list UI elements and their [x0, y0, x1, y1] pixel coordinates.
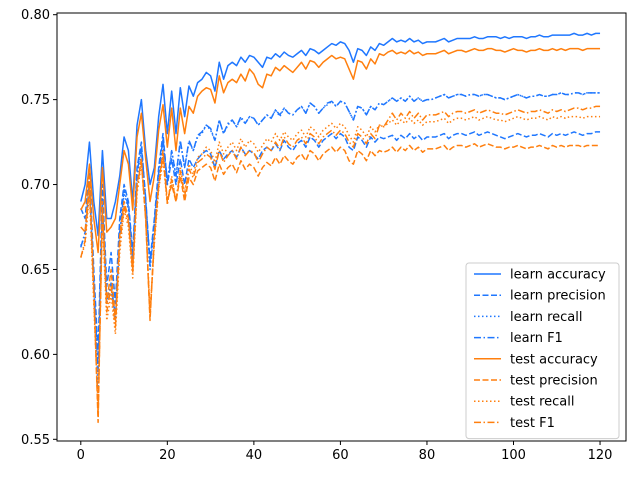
legend-entry-label: test accuracy: [510, 352, 598, 367]
series-line-test-accuracy: [80, 47, 601, 254]
legend: learn accuracy learn precision learn recal…: [465, 262, 620, 440]
x-axis: 0 20 40 60 80 100 120: [77, 441, 613, 463]
y-tick-label: 0.70: [21, 178, 50, 193]
legend-entry-label: test precision: [510, 374, 598, 389]
legend-box: [465, 262, 620, 440]
series-line-test-f1: [80, 105, 601, 415]
plot-frame: [56, 12, 627, 442]
series-line-learn-f1: [80, 92, 601, 373]
x-tick-label: 80: [419, 448, 436, 463]
x-tick-label: 20: [159, 448, 176, 463]
legend-entry-label: learn F1: [510, 331, 563, 346]
y-tick-label: 0.60: [21, 348, 50, 363]
legend-entry-label: learn precision: [510, 289, 606, 304]
x-tick-label: 40: [246, 448, 263, 463]
y-tick-label: 0.55: [21, 433, 50, 448]
x-tick-label: 60: [332, 448, 349, 463]
legend-entry-label: learn recall: [510, 310, 582, 325]
series-line-learn-accuracy: [80, 32, 601, 237]
y-axis: 0.55 0.60 0.65 0.70 0.75 0.80: [21, 8, 57, 448]
legend-entry-label: test recall: [510, 395, 575, 410]
series-line-test-recall: [80, 115, 601, 407]
y-tick-label: 0.75: [21, 93, 50, 108]
legend-entry-label: learn accuracy: [510, 268, 606, 283]
legend-entry-label: test F1: [510, 416, 555, 431]
x-tick-label: 120: [588, 448, 613, 463]
x-tick-label: 100: [501, 448, 526, 463]
x-tick-label: 0: [77, 448, 85, 463]
series-lines: [80, 32, 601, 424]
y-tick-label: 0.65: [21, 263, 50, 278]
y-tick-label: 0.80: [21, 8, 50, 23]
